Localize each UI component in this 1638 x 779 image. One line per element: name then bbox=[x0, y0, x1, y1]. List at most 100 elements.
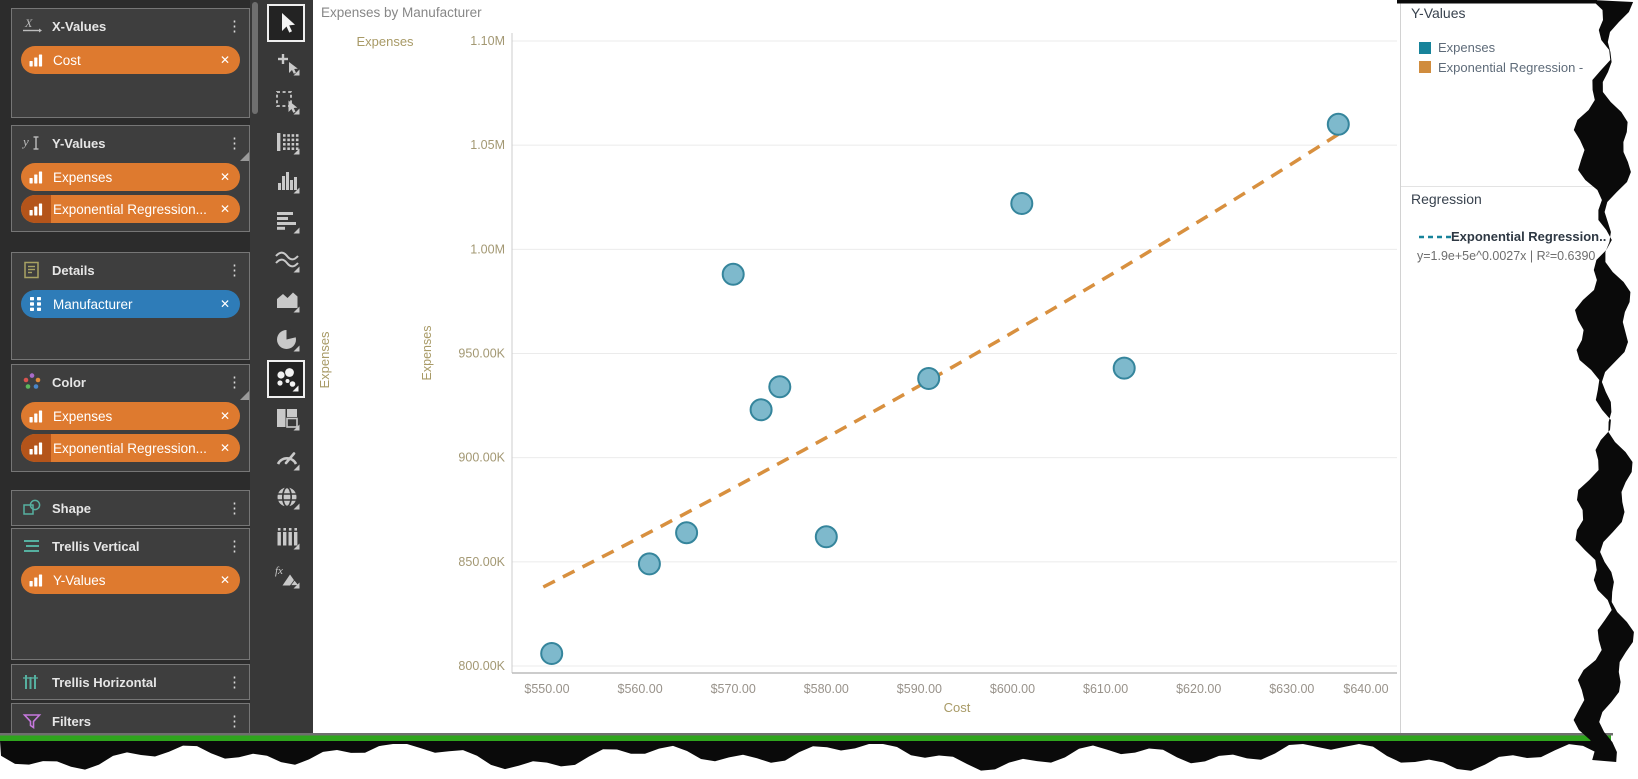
scatter-plot: 1.10M 1.05M 1.00M 950.00K 900.00K 850.00K 800.… bbox=[317, 33, 1397, 715]
section-label: X-Values bbox=[52, 18, 107, 34]
map-tool[interactable] bbox=[269, 479, 305, 515]
section-menu-icon[interactable]: ⋮ bbox=[227, 673, 242, 691]
legend-swatch bbox=[1419, 41, 1431, 54]
data-item-pill[interactable]: Cost ✕ bbox=[21, 46, 240, 74]
sidebar-scrollbar[interactable] bbox=[250, 0, 260, 736]
section-menu-icon[interactable]: ⋮ bbox=[227, 261, 242, 279]
x-tick-label: $610.00 bbox=[1083, 682, 1128, 696]
panel-divider bbox=[1401, 186, 1601, 187]
line-chart-tool[interactable] bbox=[269, 242, 305, 278]
remove-item-icon[interactable]: ✕ bbox=[219, 202, 230, 216]
y-tick-label: 1.00M bbox=[470, 242, 505, 256]
data-item-pill[interactable]: Expenses ✕ bbox=[21, 163, 240, 191]
scrollbar-thumb[interactable] bbox=[252, 2, 258, 114]
scatter-chart-tool[interactable] bbox=[267, 359, 305, 398]
bar-chart-tool[interactable] bbox=[269, 203, 305, 239]
section-header-x-values: X X-Values ⋮ bbox=[12, 9, 249, 43]
data-point[interactable] bbox=[749, 398, 773, 422]
section-label: Color bbox=[52, 374, 86, 390]
svg-text:y: y bbox=[22, 134, 29, 149]
document-icon bbox=[22, 260, 42, 280]
color-dots-icon bbox=[22, 372, 42, 392]
chart-title: Expenses by Manufacturer bbox=[321, 5, 482, 20]
section-menu-icon[interactable]: ⋮ bbox=[227, 134, 242, 152]
svg-text:fx: fx bbox=[275, 565, 283, 577]
legend-swatch bbox=[1419, 61, 1431, 73]
data-point[interactable] bbox=[675, 521, 699, 545]
x-tick-label: $570.00 bbox=[711, 682, 756, 696]
chart-canvas: Expenses by Manufacturer 1.10M 1.05M 1.00M… bbox=[313, 0, 1400, 736]
data-item-pill[interactable]: Manufacturer ✕ bbox=[21, 290, 240, 318]
section-card-color: Color ⋮ Expenses ✕ Exponential Regressio… bbox=[11, 364, 250, 472]
trellis-row-label: Expenses bbox=[317, 331, 332, 389]
section-card-filters: Filters ⋮ bbox=[11, 703, 250, 736]
remove-item-icon[interactable]: ✕ bbox=[219, 573, 230, 587]
cards-tool[interactable] bbox=[269, 519, 305, 555]
remove-item-icon[interactable]: ✕ bbox=[219, 297, 230, 311]
data-point[interactable] bbox=[1326, 112, 1350, 136]
bar-chart-icon bbox=[21, 195, 51, 223]
column-chart-tool[interactable] bbox=[269, 163, 305, 199]
legend-panel: Y-Values Expenses Exponential Regression… bbox=[1400, 0, 1638, 736]
section-header-trellis-horizontal: Trellis Horizontal ⋮ bbox=[12, 665, 249, 699]
marquee-select-tool[interactable] bbox=[269, 84, 305, 120]
data-point[interactable] bbox=[917, 367, 941, 390]
section-menu-icon[interactable]: ⋮ bbox=[227, 499, 242, 517]
section-label: Filters bbox=[52, 713, 92, 729]
data-item-label: Expenses bbox=[53, 169, 113, 185]
section-header-color: Color ⋮ bbox=[12, 365, 249, 399]
data-point[interactable] bbox=[637, 552, 661, 576]
section-header-shape: Shape ⋮ bbox=[12, 491, 249, 525]
section-menu-icon[interactable]: ⋮ bbox=[227, 712, 242, 730]
data-point[interactable] bbox=[540, 642, 564, 665]
svg-text:X: X bbox=[24, 16, 33, 30]
x-tick-label: $620.00 bbox=[1176, 682, 1221, 696]
pointer-tool[interactable] bbox=[267, 4, 305, 42]
add-tool[interactable] bbox=[269, 45, 305, 81]
data-item-pill[interactable]: Exponential Regression... ✕ bbox=[21, 195, 240, 223]
legend-item[interactable]: Expenses bbox=[1419, 40, 1495, 55]
trellis-vertical-icon bbox=[22, 536, 42, 556]
regression-series-name[interactable]: Exponential Regression.. bbox=[1451, 229, 1607, 244]
remove-item-icon[interactable]: ✕ bbox=[219, 441, 230, 455]
legend-item[interactable]: Exponential Regression - bbox=[1419, 60, 1583, 75]
data-point[interactable] bbox=[1112, 356, 1136, 380]
bar-chart-icon bbox=[21, 163, 51, 191]
grid-tool[interactable] bbox=[269, 124, 305, 160]
data-binding-pane: X X-Values ⋮ Cost ✕ y Y-Values ⋮ Expense… bbox=[0, 0, 250, 736]
chart-type-toolbar: fx bbox=[260, 0, 313, 736]
data-point[interactable] bbox=[1010, 192, 1034, 215]
treemap-tool[interactable] bbox=[269, 400, 305, 436]
area-chart-tool[interactable] bbox=[269, 282, 305, 318]
expand-corner-icon[interactable] bbox=[240, 152, 249, 161]
section-label: Y-Values bbox=[52, 135, 106, 151]
section-menu-icon[interactable]: ⋮ bbox=[227, 373, 242, 391]
remove-item-icon[interactable]: ✕ bbox=[219, 409, 230, 423]
section-card-y-values: y Y-Values ⋮ Expenses ✕ Exponential Regr… bbox=[11, 125, 250, 232]
data-item-pill[interactable]: Y-Values ✕ bbox=[21, 566, 240, 594]
section-card-trellis-vertical: Trellis Vertical ⋮ Y-Values ✕ bbox=[11, 528, 250, 660]
regression-line bbox=[542, 129, 1345, 589]
remove-item-icon[interactable]: ✕ bbox=[219, 170, 230, 184]
gauge-tool[interactable] bbox=[269, 440, 305, 476]
section-label: Details bbox=[52, 262, 95, 278]
bar-chart-icon bbox=[21, 566, 51, 594]
x-tick-label: $600.00 bbox=[990, 682, 1035, 696]
x-tick-label: $640.00 bbox=[1343, 682, 1388, 696]
section-label: Shape bbox=[52, 500, 92, 516]
data-point[interactable] bbox=[721, 262, 745, 286]
section-menu-icon[interactable]: ⋮ bbox=[227, 537, 242, 555]
data-item-pill[interactable]: Exponential Regression... ✕ bbox=[21, 434, 240, 462]
pie-chart-tool[interactable] bbox=[269, 321, 305, 357]
formula-tool[interactable]: fx bbox=[269, 558, 305, 594]
x-tick-label: $580.00 bbox=[804, 682, 849, 696]
data-point[interactable] bbox=[768, 375, 792, 399]
data-point[interactable] bbox=[814, 525, 838, 549]
data-item-label: Cost bbox=[53, 52, 81, 68]
data-item-pill[interactable]: Expenses ✕ bbox=[21, 402, 240, 430]
section-menu-icon[interactable]: ⋮ bbox=[227, 17, 242, 35]
remove-item-icon[interactable]: ✕ bbox=[219, 53, 230, 67]
x-tick-label: $550.00 bbox=[524, 682, 569, 696]
expand-corner-icon[interactable] bbox=[240, 391, 249, 400]
y-tick-label: 850.00K bbox=[458, 555, 505, 569]
